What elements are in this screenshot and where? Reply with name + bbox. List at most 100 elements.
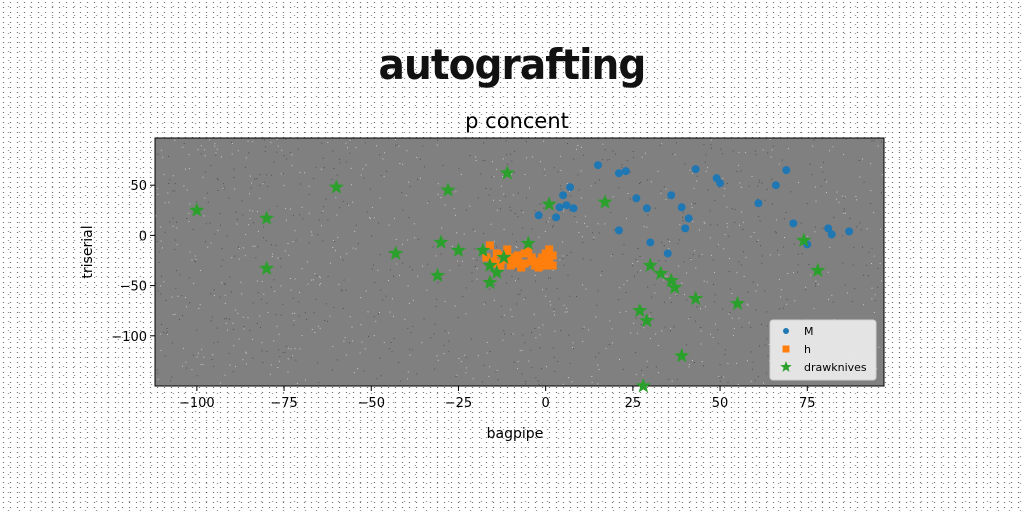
data-point [845,227,854,236]
y-axis-ticks: −100 −50 0 50 [111,179,155,345]
legend-box [769,319,877,381]
y-tick-label: 50 [130,179,147,194]
data-point [534,263,543,272]
data-point [646,238,655,247]
data-point [632,302,648,318]
data-point [754,199,763,208]
data-point [513,251,522,260]
x-tick-label: −100 [179,396,215,411]
data-point [440,182,456,197]
data-point [541,261,550,270]
data-point [593,161,602,170]
data-point [621,167,630,176]
data-point [328,179,344,194]
legend-label: M [804,325,814,338]
data-point [485,241,494,250]
data-point [663,249,672,258]
data-point [639,312,655,328]
chart-title: p concent [465,109,569,133]
data-point [552,213,561,222]
legend-label: drawknives [804,361,867,374]
x-tick-label: 25 [625,396,642,411]
x-axis-ticks: −100 −75 −50 −25 0 25 50 75 [179,386,816,411]
y-tick-label: 0 [139,229,147,244]
data-point [667,279,683,295]
data-point [503,245,512,254]
data-point [677,203,686,212]
data-point [653,265,669,281]
series-drawknives [189,165,826,393]
data-point [541,249,550,258]
y-tick-label: −100 [111,330,147,345]
x-tick-label: 50 [712,396,729,411]
x-tick-label: −75 [270,396,297,411]
data-point [482,257,498,272]
data-point [827,230,836,239]
data-point [482,274,498,290]
plot-axes: −100 −75 −50 −25 0 25 50 75 −100 −50 0 50 Mh drawkn… [111,137,885,411]
series-M [534,161,854,258]
data-point [548,261,557,270]
data-point [527,253,536,262]
data-point [499,165,515,180]
data-point [433,234,449,249]
data-point [520,259,529,268]
data-point [684,214,693,223]
figure-title: autografting [378,40,647,89]
data-point [614,226,623,235]
data-point [796,232,812,247]
data-point [559,191,568,200]
data-point [566,183,575,192]
data-point [663,272,679,288]
x-axis-label: bagpipe [487,426,544,442]
data-point [513,259,522,268]
data-point [597,194,613,209]
legend-marker [783,328,789,334]
data-point [632,194,641,203]
data-point [688,290,704,306]
data-point [475,242,491,257]
data-point [548,251,557,260]
series-layer [189,161,854,393]
x-tick-label: 75 [799,396,816,411]
data-point [674,347,690,363]
data-point [614,169,623,178]
data-point [517,263,526,272]
data-point [506,261,515,270]
data-point [545,255,554,264]
data-point [569,204,578,213]
data-point [716,179,725,188]
y-tick-label: −50 [120,280,147,295]
legend: Mh drawknives [769,319,877,381]
data-point [555,203,564,212]
data-point [538,253,547,262]
data-point [642,204,651,213]
data-point [259,210,275,225]
data-point [534,257,543,266]
data-point [545,245,554,254]
data-point [520,235,536,250]
data-point [789,219,798,228]
data-point [482,253,491,262]
data-point [681,224,690,233]
x-tick-label: −25 [445,396,472,411]
data-point [667,191,676,200]
data-point [810,262,826,278]
data-point [541,196,557,211]
data-point [729,295,746,311]
data-point [506,253,515,262]
data-point [782,166,791,175]
data-point [520,249,529,258]
data-point [259,260,275,275]
data-point [189,202,205,217]
data-point [824,224,833,233]
data-point [527,257,536,266]
data-point [489,264,505,280]
data-point [388,245,404,260]
data-point [534,211,543,220]
legend-label: h [804,343,811,356]
legend-marker [780,361,792,372]
data-point [642,257,658,272]
data-point [450,242,467,257]
